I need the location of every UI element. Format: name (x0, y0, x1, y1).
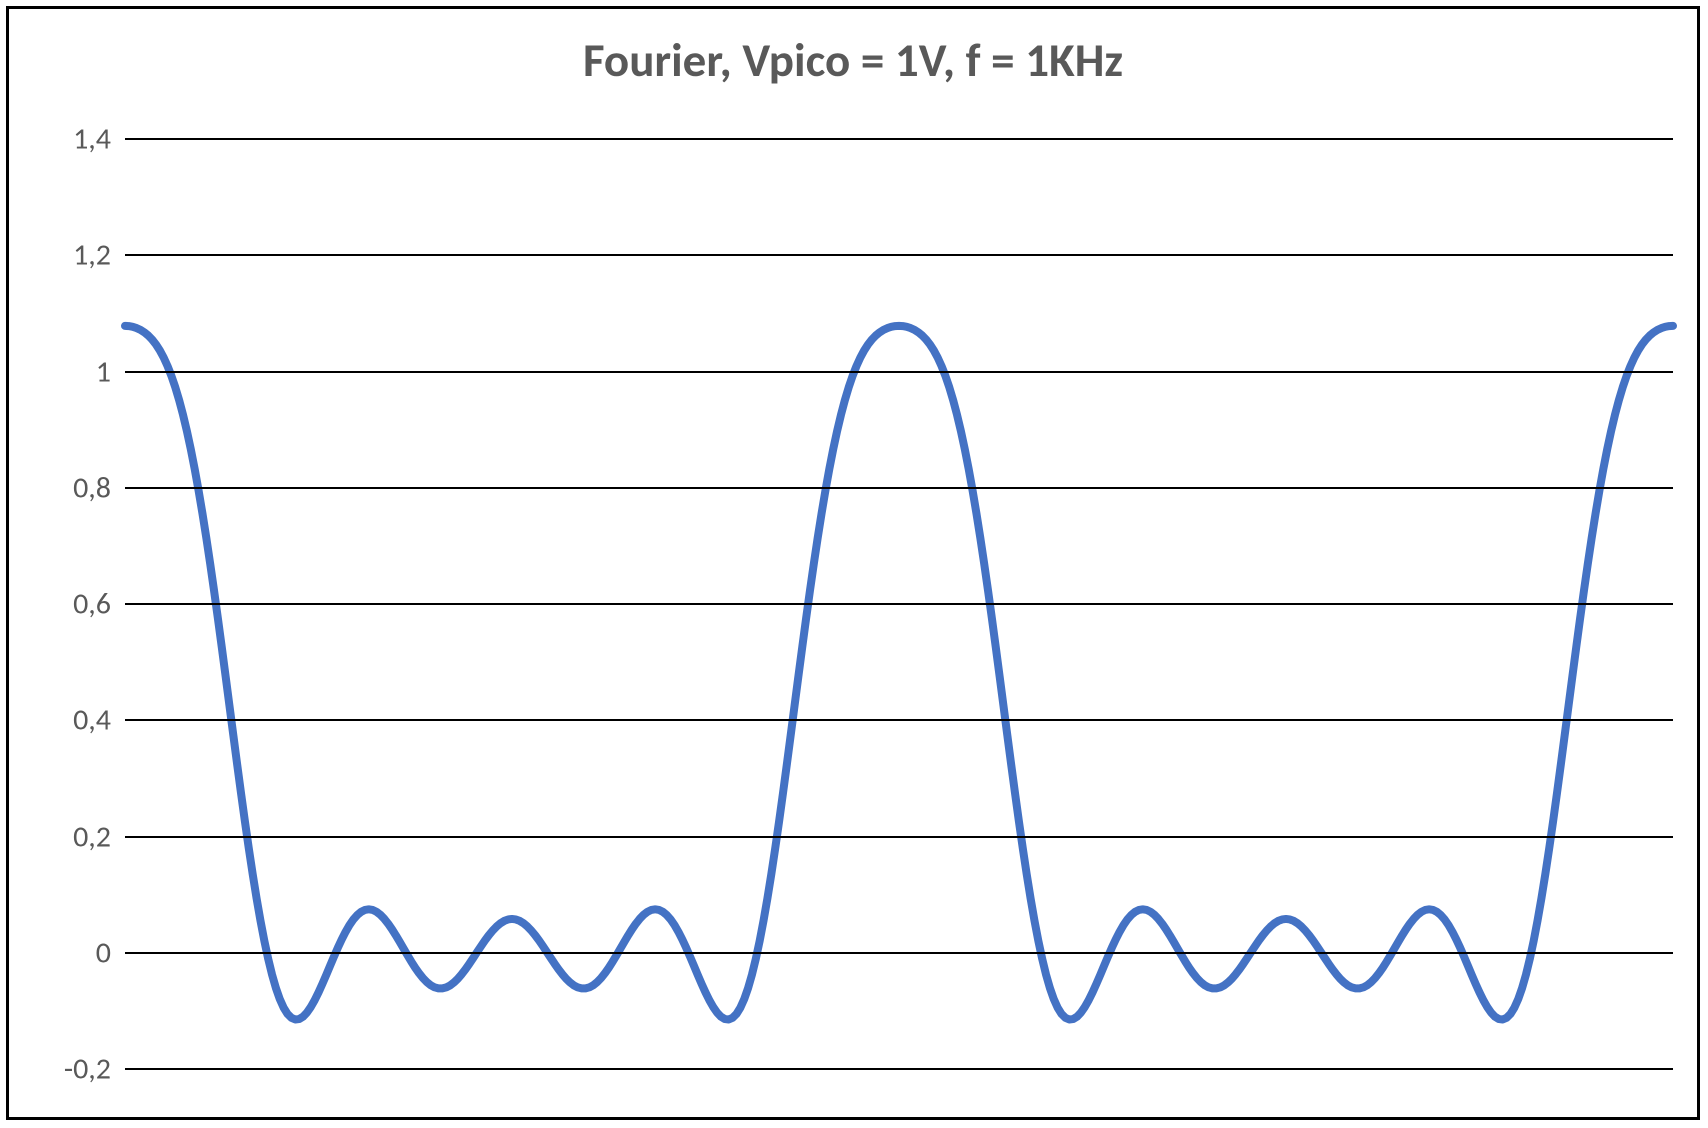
y-tick-label: 1,4 (73, 121, 125, 158)
y-tick-label: 1 (96, 353, 125, 390)
chart-title: Fourier, Vpico = 1V, f = 1KHz (9, 31, 1697, 89)
series-path (125, 326, 1673, 1020)
y-tick-label: 1,2 (73, 237, 125, 274)
grid-line (125, 1068, 1673, 1070)
grid-line (125, 836, 1673, 838)
plot-area: -0,200,20,40,60,811,21,4 (125, 139, 1673, 1069)
y-tick-label: -0,2 (64, 1051, 125, 1088)
y-tick-label: 0,6 (73, 586, 125, 623)
y-tick-label: 0,8 (73, 469, 125, 506)
grid-line (125, 138, 1673, 140)
grid-line (125, 952, 1673, 954)
grid-line (125, 603, 1673, 605)
y-tick-label: 0 (96, 934, 125, 971)
chart-container: Fourier, Vpico = 1V, f = 1KHz -0,200,20,… (6, 6, 1700, 1120)
grid-line (125, 254, 1673, 256)
y-tick-label: 0,4 (73, 702, 125, 739)
grid-line (125, 371, 1673, 373)
grid-line (125, 719, 1673, 721)
y-tick-label: 0,2 (73, 818, 125, 855)
grid-line (125, 487, 1673, 489)
